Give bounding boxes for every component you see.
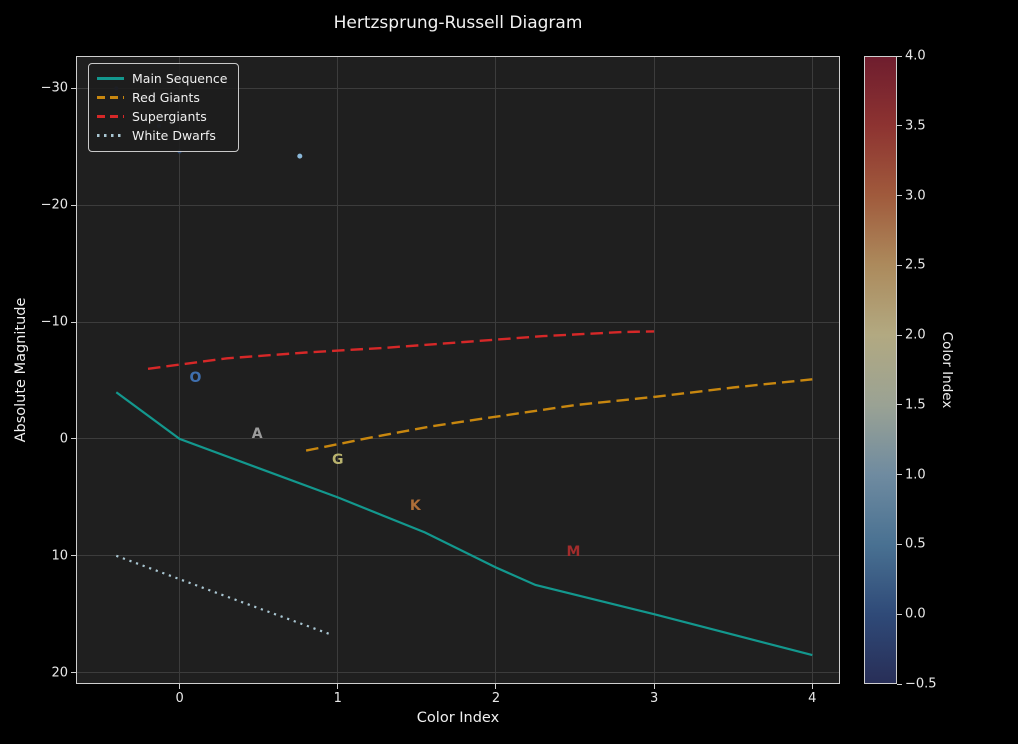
colorbar-tick-mark: [897, 334, 902, 336]
colorbar-tick-label: −0.5: [905, 676, 937, 692]
x-tick-mark: [495, 684, 497, 689]
x-tick-label: 1: [333, 691, 342, 706]
legend-label: Red Giants: [132, 90, 200, 105]
y-tick-mark: [71, 438, 76, 440]
legend-label: Supergiants: [132, 109, 207, 124]
legend-label: White Dwarfs: [132, 128, 216, 143]
colorbar-tick-mark: [897, 474, 902, 476]
gridline: [76, 87, 840, 89]
spectral-letter-O: O: [189, 370, 202, 387]
plot-area: O A G K M Main Sequence Red Giants Supergiants…: [41, 56, 840, 706]
x-tick-label: 0: [175, 691, 184, 706]
y-tick-mark: [71, 672, 76, 674]
series-line-red-giants: [305, 378, 813, 452]
x-tick-label: 4: [808, 691, 817, 706]
colorbar-tick-label: 2.5: [905, 257, 926, 273]
spectral-letter-K: K: [409, 497, 421, 514]
colorbar-tick-mark: [897, 125, 902, 127]
y-tick-label: −30: [40, 80, 68, 96]
colorbar-tick-label: 1.0: [905, 467, 926, 483]
gridline: [179, 56, 181, 684]
scatter-point: [297, 153, 303, 159]
gridline: [76, 321, 840, 323]
gridline: [337, 56, 339, 684]
colorbar-tick-label: 4.0: [905, 48, 926, 64]
grid: [76, 56, 840, 684]
legend-line-sample: [97, 115, 124, 118]
x-tick-label: 3: [650, 691, 659, 706]
spectral-letter-A: A: [251, 426, 263, 443]
legend-item: White Dwarfs: [97, 126, 227, 145]
gridline: [76, 438, 840, 440]
colorbar-tick-label: 2.0: [905, 327, 926, 343]
colorbar-tick-mark: [897, 613, 902, 615]
colorbar-tick-label: 3.5: [905, 118, 926, 134]
colorbar-tick-label: 0.0: [905, 606, 926, 622]
colorbar-label-text: Color Index: [939, 331, 955, 409]
legend-label: Main Sequence: [132, 71, 228, 86]
y-tick-label: 10: [51, 548, 68, 564]
colorbar-tick-label: 3.0: [905, 188, 926, 204]
x-tick-label: 2: [491, 691, 501, 706]
y-tick-label: −20: [40, 197, 68, 213]
series-line-main-sequence: [115, 391, 813, 657]
colorbar-tick-mark: [897, 55, 902, 57]
y-tick-mark: [71, 321, 76, 323]
gridline: [76, 672, 840, 674]
series-line-white-dwarfs: [115, 554, 334, 637]
colorbar-tick-label: 1.5: [905, 397, 926, 413]
spectral-letter-M: M: [566, 544, 581, 561]
chart-title: Hertzsprung-Russell Diagram: [333, 13, 583, 33]
legend-item: Main Sequence: [97, 69, 227, 88]
colorbar: 4.0 3.5 3.0 2.5 2.0 1.5 1.0 0.5 0.0 −0.5: [864, 49, 937, 692]
y-tick-label: 0: [59, 431, 68, 447]
colorbar-tick-mark: [897, 404, 902, 406]
y-tick-mark: [71, 555, 76, 557]
legend-line-sample: [97, 96, 124, 99]
y-tick-mark: [71, 87, 76, 89]
colorbar-gradient: [864, 56, 897, 684]
y-tick-label: −10: [40, 314, 68, 330]
gridline: [811, 56, 813, 684]
x-tick-mark: [811, 684, 813, 689]
legend: Main Sequence Red Giants Supergiants White …: [88, 63, 240, 152]
legend-item: Red Giants: [97, 88, 227, 107]
y-tick-mark: [71, 204, 76, 206]
y-tick-label: 20: [51, 665, 68, 681]
x-tick-mark: [653, 684, 655, 689]
gridline: [495, 56, 497, 684]
colorbar-tick-mark: [897, 264, 902, 266]
y-axis-label-text: Absolute Magnitude: [13, 297, 29, 443]
spectral-letter-G: G: [332, 452, 344, 469]
gridline: [76, 204, 840, 206]
legend-item: Supergiants: [97, 107, 227, 126]
legend-line-sample: [97, 134, 124, 137]
gridline: [76, 555, 840, 557]
x-axis-label: Color Index: [416, 710, 500, 726]
x-tick-mark: [337, 684, 339, 689]
x-tick-mark: [179, 684, 181, 689]
gridline: [653, 56, 655, 684]
plot-canvas: [114, 86, 813, 657]
colorbar-tick-mark: [897, 683, 902, 685]
colorbar-tick-mark: [897, 543, 902, 545]
series-line-supergiants: [147, 330, 655, 370]
colorbar-tick-mark: [897, 195, 902, 197]
colorbar-tick-label: 0.5: [905, 536, 926, 552]
legend-line-sample: [97, 77, 124, 80]
